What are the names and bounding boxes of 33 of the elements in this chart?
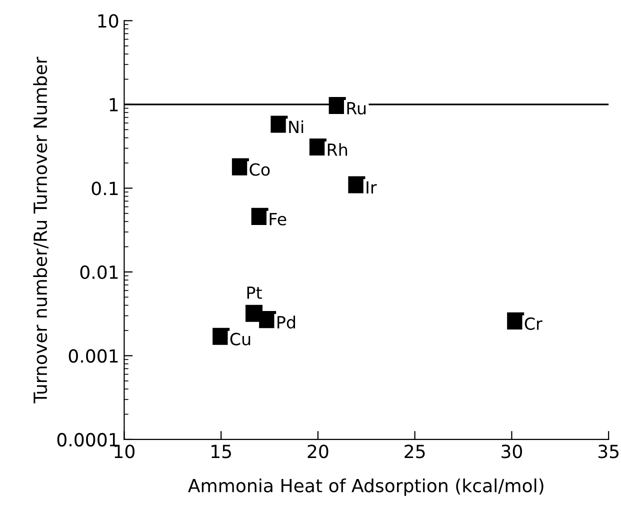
annotation: Ni <box>289 120 304 134</box>
x-tick-label: 10 <box>114 444 134 458</box>
y-tick-label: 0.01 <box>80 265 118 280</box>
point <box>309 138 326 156</box>
annotation: Cu <box>230 332 250 346</box>
annotation: Rh <box>328 143 348 156</box>
point <box>212 328 230 345</box>
annotation: Pt <box>247 286 262 299</box>
point <box>507 312 524 330</box>
x-tick-label: 35 <box>598 444 618 458</box>
y-tick-label: 10 <box>98 14 118 28</box>
x-tick-label: 20 <box>308 444 328 458</box>
x-tick-label: 15 <box>212 444 231 458</box>
point <box>270 116 288 133</box>
point <box>251 208 268 225</box>
annotation: Co <box>250 163 270 176</box>
annotation: Pd <box>278 316 296 329</box>
y-axis-title: Turnover number/Ru Turnover Number <box>33 56 49 404</box>
point <box>348 176 366 194</box>
y-tick-label: 0.001 <box>68 349 118 363</box>
annotation: Ru <box>347 102 366 115</box>
annotation: Fe <box>270 213 286 226</box>
annotation: Cr <box>524 317 542 330</box>
point <box>259 311 276 328</box>
x-axis-title: Ammonia Heat of Adsorption (kcal/mol) <box>188 478 544 496</box>
x-tick-label: 30 <box>502 444 522 458</box>
y-tick-label: 0.1 <box>92 182 118 196</box>
annotation: Ir <box>366 181 377 194</box>
y-tick-label: 1 <box>110 98 118 112</box>
y-tick-label: 0.0001 <box>57 432 118 447</box>
x-tick-label: 25 <box>404 444 425 458</box>
point <box>328 97 346 114</box>
point <box>232 158 249 176</box>
